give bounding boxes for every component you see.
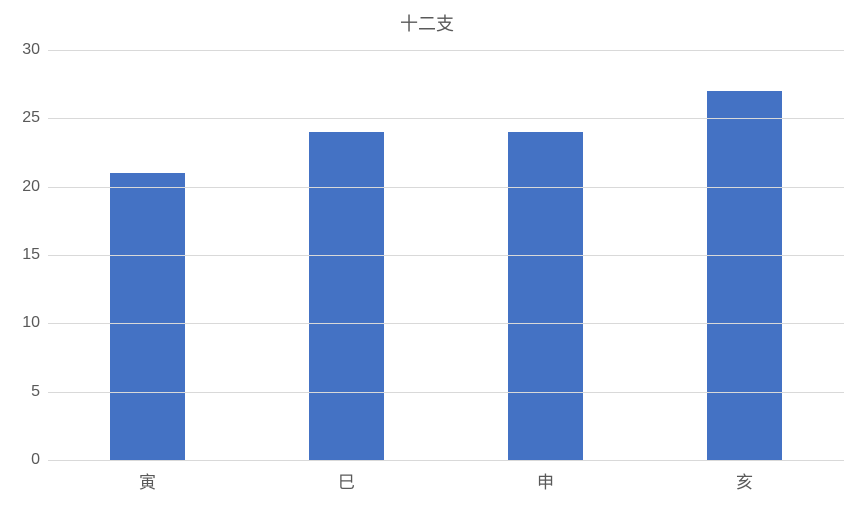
bar-chart: 十二支 0 5 10 15 20 25 30 寅 巳 申 亥 bbox=[0, 0, 854, 506]
y-tick-label: 20 bbox=[0, 178, 40, 196]
gridline bbox=[48, 460, 844, 461]
gridline bbox=[48, 118, 844, 119]
gridline bbox=[48, 50, 844, 51]
bar bbox=[309, 132, 385, 460]
gridline bbox=[48, 255, 844, 256]
y-tick-label: 0 bbox=[0, 451, 40, 469]
y-tick-label: 25 bbox=[0, 109, 40, 127]
bar bbox=[110, 173, 186, 460]
chart-title: 十二支 bbox=[0, 10, 854, 36]
y-tick-label: 30 bbox=[0, 41, 40, 59]
plot-area bbox=[48, 50, 844, 460]
x-tick-label: 申 bbox=[537, 468, 554, 493]
bar bbox=[707, 91, 783, 460]
gridline bbox=[48, 187, 844, 188]
gridline bbox=[48, 323, 844, 324]
x-tick-label: 寅 bbox=[139, 468, 156, 493]
bar bbox=[508, 132, 584, 460]
y-tick-label: 15 bbox=[0, 246, 40, 264]
y-tick-label: 5 bbox=[0, 383, 40, 401]
x-tick-label: 巳 bbox=[338, 468, 355, 493]
x-tick-label: 亥 bbox=[736, 468, 753, 493]
y-tick-label: 10 bbox=[0, 314, 40, 332]
gridline bbox=[48, 392, 844, 393]
